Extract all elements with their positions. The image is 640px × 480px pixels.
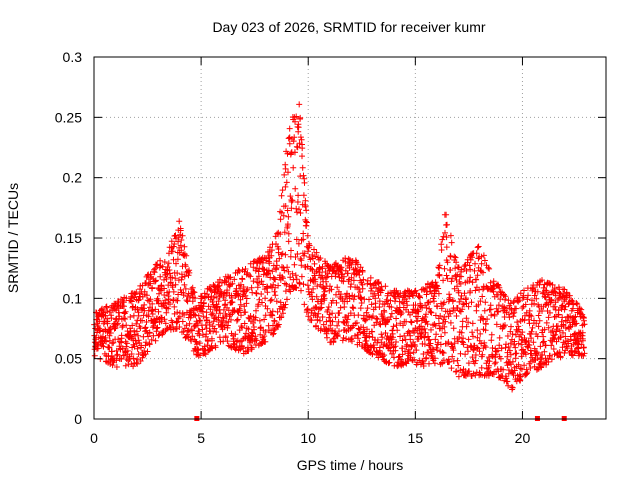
x-axis-label: GPS time / hours (297, 457, 404, 473)
y-axis-label: SRMTID / TECUs (5, 183, 21, 293)
scatter-points (91, 101, 588, 393)
x-tick-label: 0 (90, 430, 98, 446)
x-tick-label: 10 (300, 430, 316, 446)
y-tick-label: 0.25 (55, 109, 82, 125)
y-tick-label: 0.05 (55, 351, 82, 367)
data-points (91, 101, 588, 393)
y-tick-label: 0.1 (63, 290, 83, 306)
x-tick-label: 15 (408, 430, 424, 446)
y-tick-label: 0.3 (63, 49, 83, 65)
x-tick-label: 5 (197, 430, 205, 446)
axis-ticks (93, 56, 606, 420)
y-tick-label: 0 (74, 411, 82, 427)
y-tick-label: 0.2 (63, 170, 83, 186)
x-tick-label: 20 (515, 430, 531, 446)
x-tick-labels: 0 5 10 15 20 (90, 430, 530, 446)
y-tick-label: 0.15 (55, 230, 82, 246)
y-tick-labels: 0 0.05 0.1 0.15 0.2 0.25 0.3 (55, 49, 82, 427)
chart-title: Day 023 of 2026, SRMTID for receiver kum… (212, 19, 485, 35)
